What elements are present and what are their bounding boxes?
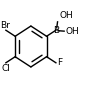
Text: Br: Br: [0, 21, 10, 30]
Text: B: B: [53, 26, 59, 35]
Text: Cl: Cl: [1, 64, 10, 73]
Text: F: F: [57, 58, 62, 67]
Text: OH: OH: [66, 27, 80, 36]
Text: OH: OH: [59, 11, 73, 20]
